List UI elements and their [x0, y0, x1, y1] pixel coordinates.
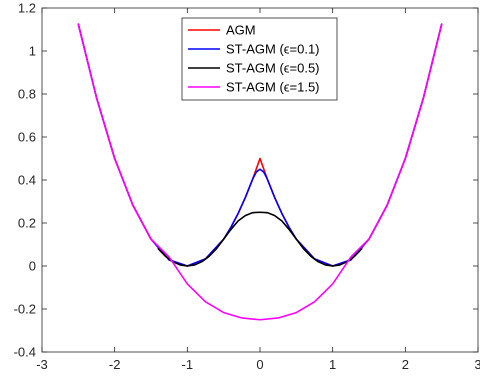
legend-label-1: AGM [226, 23, 256, 38]
y-tick-label: 0.2 [18, 216, 36, 231]
x-tick-label: -1 [182, 357, 194, 372]
y-tick-label: 0 [29, 259, 36, 274]
y-tick-label: 0.8 [18, 87, 36, 102]
series-layer [77, 23, 443, 321]
x-tick-label: 0 [256, 357, 263, 372]
legend-label-4: ST-AGM (ϵ=1.5) [226, 80, 320, 95]
x-tick-label: 2 [402, 357, 409, 372]
y-tick-label: -0.4 [14, 345, 36, 360]
x-tick-label: 3 [474, 357, 480, 372]
axes-layer: -3 -2 -1 0 1 2 3 -0.4 -0.2 0 0.2 0.4 0.6 0.8 1 1.2 [14, 1, 480, 373]
y-tick-label: 1.2 [18, 1, 36, 16]
legend: AGM ST-AGM (ϵ=0.1) ST-AGM (ϵ=0.5) ST-AGM (ϵ… [181, 17, 338, 101]
legend-label-2: ST-AGM (ϵ=0.1) [226, 42, 320, 57]
x-tick-label: -2 [109, 357, 121, 372]
x-tick-label: 1 [329, 357, 336, 372]
x-tick-label: -3 [36, 357, 48, 372]
legend-label-3: ST-AGM (ϵ=0.5) [226, 61, 320, 76]
y-tick-label: 1 [29, 44, 36, 59]
series-line-3 [157, 211, 363, 267]
y-tick-label: -0.2 [14, 302, 36, 317]
y-tick-label: 0.4 [18, 173, 36, 188]
series-line-4 [77, 23, 443, 321]
y-tick-label: 0.6 [18, 130, 36, 145]
